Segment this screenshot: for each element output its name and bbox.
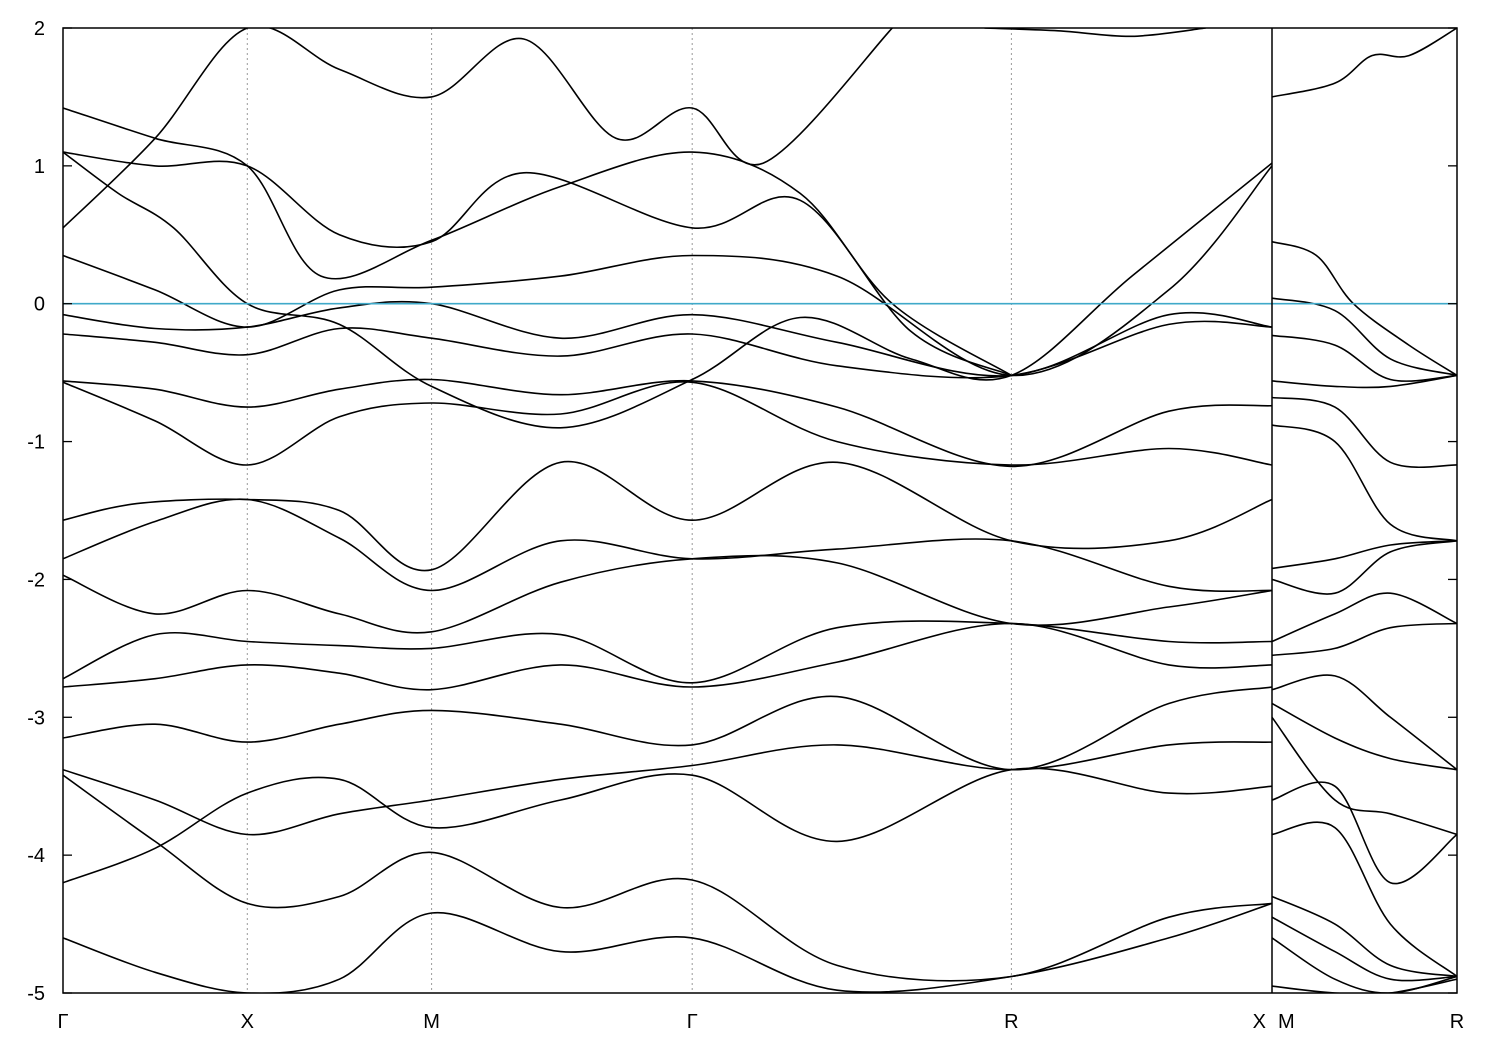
band-line-13 bbox=[63, 902, 1272, 993]
band-line-right-10 bbox=[1272, 674, 1457, 771]
band-line-right-8 bbox=[1272, 592, 1457, 643]
x-tick-label-2: M bbox=[423, 1011, 440, 1033]
x-tick-label-7: R bbox=[1450, 1011, 1464, 1033]
band-line-right-1 bbox=[1272, 297, 1457, 377]
band-line-right-12 bbox=[1272, 716, 1457, 836]
band-line-18 bbox=[63, 28, 893, 229]
y-tick-label-1: -4 bbox=[27, 845, 45, 867]
y-tick-label-3: -2 bbox=[27, 569, 45, 591]
y-tick-label-0: -5 bbox=[27, 983, 45, 1005]
band-line-19 bbox=[984, 28, 1206, 38]
band-line-10 bbox=[63, 741, 1272, 836]
band-line-11 bbox=[63, 767, 1272, 884]
band-line-5 bbox=[63, 498, 1272, 593]
x-tick-label-0: Γ bbox=[57, 1011, 68, 1033]
y-tick-label-7: 2 bbox=[34, 18, 45, 40]
frame-layer bbox=[62, 27, 1458, 994]
plot-frame bbox=[62, 27, 1458, 994]
band-line-14 bbox=[63, 151, 1272, 429]
band-line-right-16 bbox=[1272, 916, 1457, 982]
band-line-right-11 bbox=[1272, 702, 1457, 771]
y-tick-label-6: 1 bbox=[34, 156, 45, 178]
band-line-right-5 bbox=[1272, 424, 1457, 542]
y-axis-ticks: -5 -4 -3 -2 -1 0 1 2 bbox=[27, 18, 1457, 1005]
y-tick-label-4: -1 bbox=[27, 432, 45, 454]
band-line-right-4 bbox=[1272, 396, 1457, 469]
x-tick-label-5: X bbox=[1253, 1011, 1266, 1033]
x-tick-label-3: Γ bbox=[687, 1011, 698, 1033]
band-line-right-15 bbox=[1272, 895, 1457, 978]
band-line-right-19 bbox=[1272, 28, 1457, 98]
x-tick-label-4: R bbox=[1004, 1011, 1018, 1033]
y-tick-label-2: -3 bbox=[27, 707, 45, 729]
band-line-4 bbox=[63, 460, 1272, 572]
band-line-right-2 bbox=[1272, 334, 1457, 382]
band-line-15 bbox=[63, 165, 1272, 377]
x-tick-label-6: M bbox=[1278, 1011, 1295, 1033]
band-line-right-0 bbox=[1272, 240, 1457, 377]
band-line-12 bbox=[63, 774, 1272, 982]
band-line-3 bbox=[63, 381, 1272, 466]
grid-layer bbox=[246, 28, 1012, 993]
band-line-right-6 bbox=[1272, 540, 1457, 570]
band-line-17 bbox=[63, 151, 1012, 377]
band-line-right-13 bbox=[1272, 781, 1457, 885]
band-line-right-18 bbox=[1272, 978, 1457, 993]
band-line-9 bbox=[63, 686, 1272, 771]
band-line-right-3 bbox=[1272, 374, 1457, 389]
band-line-6 bbox=[63, 554, 1272, 634]
band-line-1 bbox=[63, 320, 1272, 379]
bands-layer bbox=[63, 28, 1457, 993]
band-line-right-7 bbox=[1272, 540, 1457, 595]
x-tick-label-1: X bbox=[241, 1011, 254, 1033]
band-line-7 bbox=[63, 620, 1272, 684]
band-line-right-17 bbox=[1272, 937, 1457, 993]
band-line-right-14 bbox=[1272, 821, 1457, 978]
band-line-8 bbox=[63, 622, 1272, 691]
band-line-right-9 bbox=[1272, 622, 1457, 657]
band-line-2 bbox=[63, 378, 1272, 468]
y-tick-label-5: 0 bbox=[34, 294, 45, 316]
